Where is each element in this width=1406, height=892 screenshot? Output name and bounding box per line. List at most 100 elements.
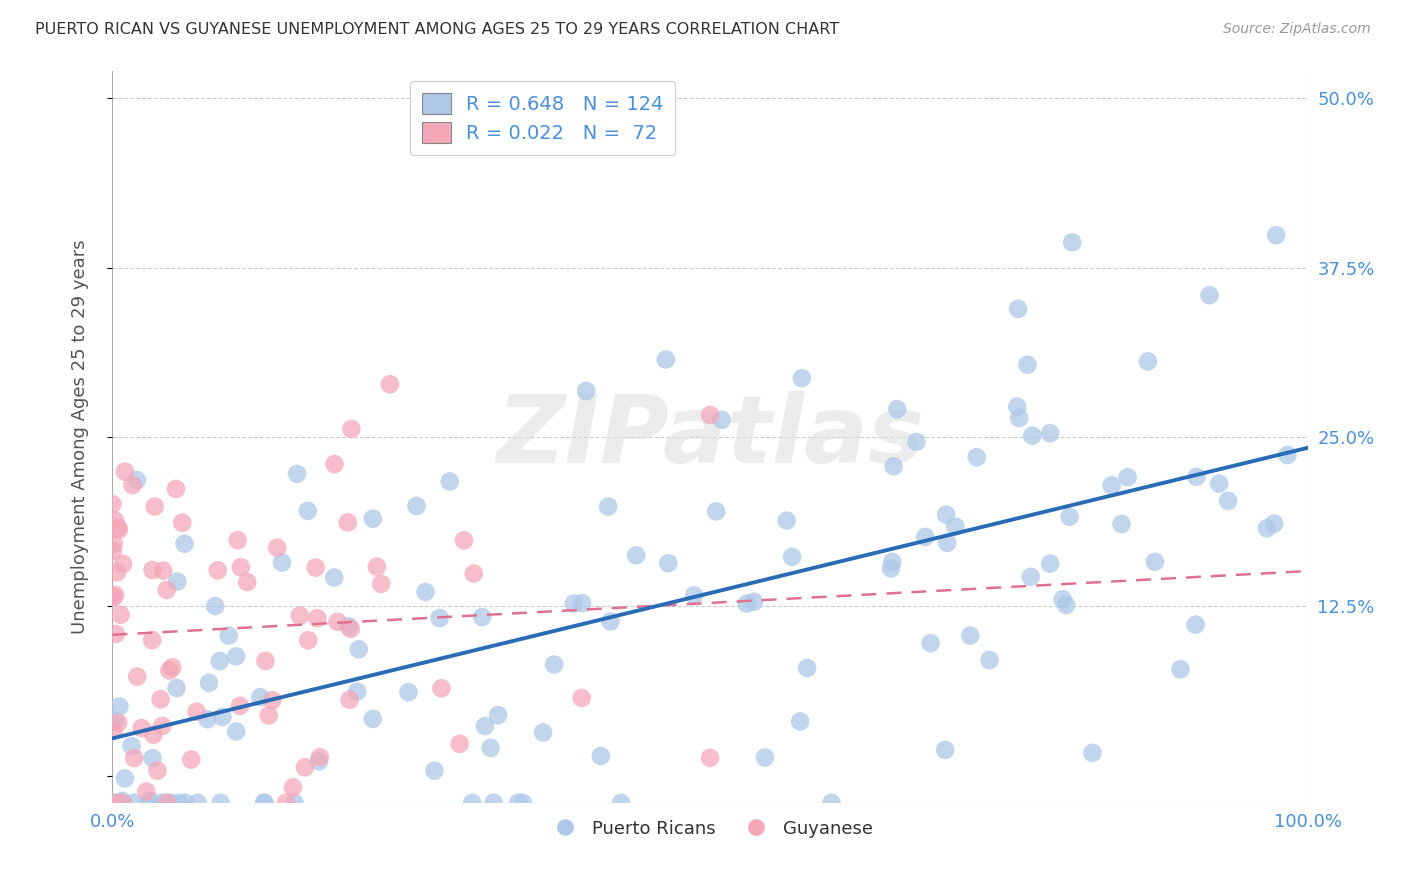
Point [283,796,305,810]
Point [796,661,818,675]
Point [471,610,494,624]
Point [453,533,475,548]
Point [104,796,127,810]
Point [125,473,148,487]
Point [294,760,316,774]
Point [166,574,188,589]
Point [308,754,330,768]
Point [1116,470,1139,484]
Point [141,751,163,765]
Point [657,556,679,570]
Point [1017,358,1039,372]
Point [101,544,124,558]
Point [103,590,125,604]
Point [180,753,202,767]
Point [886,402,908,417]
Point [101,591,124,605]
Point [461,796,484,810]
Point [1170,662,1192,676]
Point [150,796,173,810]
Point [107,523,129,537]
Point [474,719,496,733]
Point [253,796,276,810]
Point [486,708,509,723]
Point [1101,478,1123,492]
Point [776,514,799,528]
Point [139,794,162,808]
Point [571,596,593,610]
Point [211,710,233,724]
Point [122,751,145,765]
Point [149,692,172,706]
Point [340,422,363,436]
Point [169,796,191,810]
Point [1019,570,1042,584]
Point [1216,493,1239,508]
Point [249,690,271,705]
Point [229,560,252,574]
Point [225,649,247,664]
Point [423,764,446,778]
Point [439,475,461,489]
Point [172,516,194,530]
Point [479,740,502,755]
Point [121,478,143,492]
Text: PUERTO RICAN VS GUYANESE UNEMPLOYMENT AMONG AGES 25 TO 29 YEARS CORRELATION CHAR: PUERTO RICAN VS GUYANESE UNEMPLOYMENT AM… [35,22,839,37]
Point [1263,516,1285,531]
Point [297,504,319,518]
Point [110,607,132,622]
Point [108,699,131,714]
Point [323,570,346,584]
Point [112,557,135,571]
Point [347,642,370,657]
Point [105,796,128,810]
Point [142,728,165,742]
Point [979,653,1001,667]
Point [127,670,149,684]
Point [281,780,304,795]
Point [1059,509,1081,524]
Point [463,566,485,581]
Point [742,595,765,609]
Point [155,796,177,810]
Point [366,559,388,574]
Point [790,371,813,385]
Point [114,465,136,479]
Point [405,499,427,513]
Point [143,500,166,514]
Point [370,577,392,591]
Point [207,563,229,577]
Point [449,737,471,751]
Point [101,497,124,511]
Point [336,516,359,530]
Point [104,627,127,641]
Point [204,599,226,613]
Point [1062,235,1084,250]
Point [398,685,420,699]
Point [914,530,936,544]
Point [1054,598,1077,612]
Point [262,693,284,707]
Point [226,533,249,547]
Point [111,796,134,810]
Point [340,622,363,636]
Point [307,611,329,625]
Point [1143,555,1166,569]
Point [104,514,127,528]
Point [415,585,437,599]
Point [920,636,942,650]
Point [104,588,127,602]
Point [186,705,208,719]
Point [598,500,620,514]
Text: Source: ZipAtlas.com: Source: ZipAtlas.com [1223,22,1371,37]
Point [225,724,247,739]
Point [1052,592,1074,607]
Point [159,664,181,678]
Point [173,537,195,551]
Point [820,796,842,810]
Point [543,657,565,672]
Point [103,536,125,550]
Point [429,611,451,625]
Point [141,633,163,648]
Point [1265,228,1288,243]
